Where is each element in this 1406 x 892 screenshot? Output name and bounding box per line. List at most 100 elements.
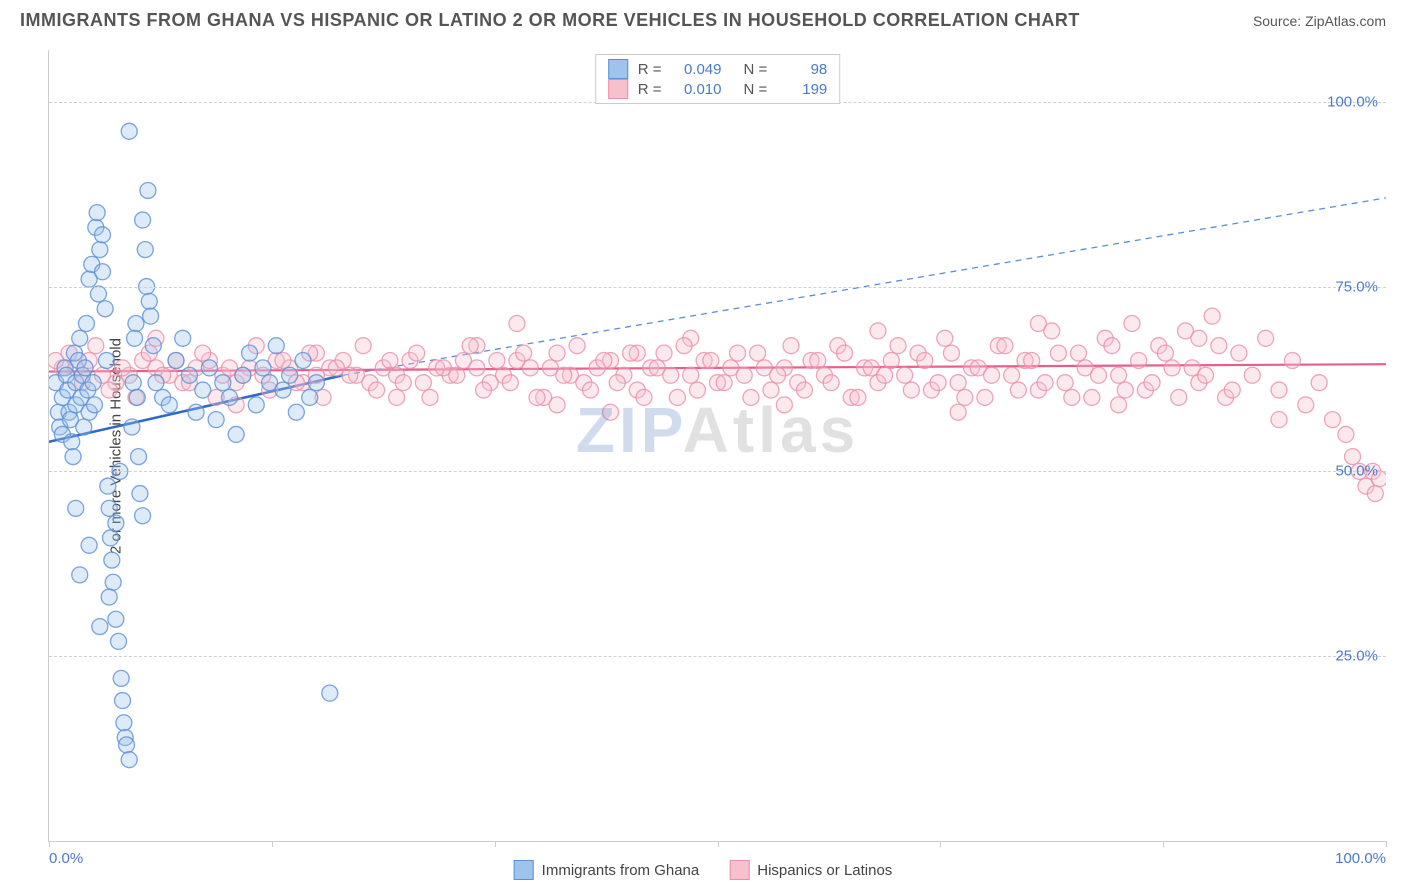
point-ghana xyxy=(104,552,120,568)
point-ghana xyxy=(128,316,144,332)
n-label: N = xyxy=(744,61,768,78)
point-hispanic xyxy=(1271,382,1287,398)
point-ghana xyxy=(90,286,106,302)
point-ghana xyxy=(94,264,110,280)
point-hispanic xyxy=(569,338,585,354)
point-hispanic xyxy=(943,345,959,361)
point-ghana xyxy=(161,397,177,413)
r-value: 0.010 xyxy=(672,81,722,98)
point-hispanic xyxy=(883,352,899,368)
legend-swatch-icon xyxy=(514,860,534,880)
point-hispanic xyxy=(529,389,545,405)
point-ghana xyxy=(148,375,164,391)
point-hispanic xyxy=(462,338,478,354)
point-hispanic xyxy=(877,367,893,383)
point-ghana xyxy=(68,500,84,516)
point-ghana xyxy=(127,330,143,346)
point-hispanic xyxy=(1124,316,1140,332)
point-hispanic xyxy=(522,360,538,376)
point-ghana xyxy=(295,352,311,368)
point-ghana xyxy=(322,685,338,701)
point-ghana xyxy=(131,449,147,465)
gridline-h xyxy=(49,287,1386,288)
legend-swatch-icon xyxy=(608,79,628,99)
point-ghana xyxy=(255,360,271,376)
point-hispanic xyxy=(1171,389,1187,405)
point-ghana xyxy=(115,693,131,709)
point-ghana xyxy=(275,382,291,398)
point-hispanic xyxy=(1231,345,1247,361)
x-tick xyxy=(940,841,941,847)
point-hispanic xyxy=(1198,367,1214,383)
point-ghana xyxy=(201,360,217,376)
point-ghana xyxy=(188,404,204,420)
point-ghana xyxy=(65,449,81,465)
point-hispanic xyxy=(1157,345,1173,361)
point-hispanic xyxy=(422,389,438,405)
legend-stats-row-ghana: R =0.049N =98 xyxy=(608,59,828,79)
point-ghana xyxy=(113,670,129,686)
point-ghana xyxy=(181,367,197,383)
point-hispanic xyxy=(676,338,692,354)
point-hispanic xyxy=(476,382,492,398)
point-hispanic xyxy=(1271,412,1287,428)
point-hispanic xyxy=(1298,397,1314,413)
point-hispanic xyxy=(115,360,131,376)
point-ghana xyxy=(78,316,94,332)
point-hispanic xyxy=(810,352,826,368)
point-ghana xyxy=(72,567,88,583)
point-hispanic xyxy=(1064,389,1080,405)
point-hispanic xyxy=(716,375,732,391)
point-hispanic xyxy=(1367,486,1383,502)
point-hispanic xyxy=(395,375,411,391)
point-hispanic xyxy=(683,367,699,383)
point-ghana xyxy=(116,715,132,731)
point-ghana xyxy=(119,737,135,753)
point-hispanic xyxy=(890,338,906,354)
point-hispanic xyxy=(516,345,532,361)
point-ghana xyxy=(222,389,238,405)
point-ghana xyxy=(81,537,97,553)
x-tick xyxy=(1386,841,1387,847)
source-label: Source: ZipAtlas.com xyxy=(1253,13,1386,29)
plot-area: ZIPAtlas R =0.049N =98R =0.010N =199 25.… xyxy=(48,50,1386,842)
point-hispanic xyxy=(556,367,572,383)
point-hispanic xyxy=(663,367,679,383)
point-hispanic xyxy=(903,382,919,398)
gridline-h xyxy=(49,656,1386,657)
point-hispanic xyxy=(1338,426,1354,442)
point-ghana xyxy=(215,375,231,391)
n-label: N = xyxy=(744,81,768,98)
point-hispanic xyxy=(1004,367,1020,383)
legend-swatch-icon xyxy=(729,860,749,880)
point-hispanic xyxy=(783,338,799,354)
point-ghana xyxy=(124,419,140,435)
point-ghana xyxy=(72,330,88,346)
point-ghana xyxy=(302,389,318,405)
point-hispanic xyxy=(582,382,598,398)
point-hispanic xyxy=(355,338,371,354)
point-hispanic xyxy=(1030,316,1046,332)
point-ghana xyxy=(121,752,137,768)
x-tick-label: 0.0% xyxy=(49,850,83,867)
point-hispanic xyxy=(1024,352,1040,368)
point-ghana xyxy=(308,375,324,391)
point-hispanic xyxy=(1325,412,1341,428)
point-ghana xyxy=(86,397,102,413)
point-hispanic xyxy=(1191,330,1207,346)
point-hispanic xyxy=(1070,345,1086,361)
point-ghana xyxy=(268,338,284,354)
point-hispanic xyxy=(703,352,719,368)
point-hispanic xyxy=(930,375,946,391)
point-hispanic xyxy=(88,338,104,354)
point-ghana xyxy=(125,375,141,391)
point-hispanic xyxy=(415,375,431,391)
scatter-svg xyxy=(49,50,1386,841)
point-ghana xyxy=(143,308,159,324)
point-ghana xyxy=(100,478,116,494)
point-hispanic xyxy=(1037,375,1053,391)
point-ghana xyxy=(288,404,304,420)
point-hispanic xyxy=(743,389,759,405)
point-ghana xyxy=(108,515,124,531)
point-hispanic xyxy=(763,382,779,398)
